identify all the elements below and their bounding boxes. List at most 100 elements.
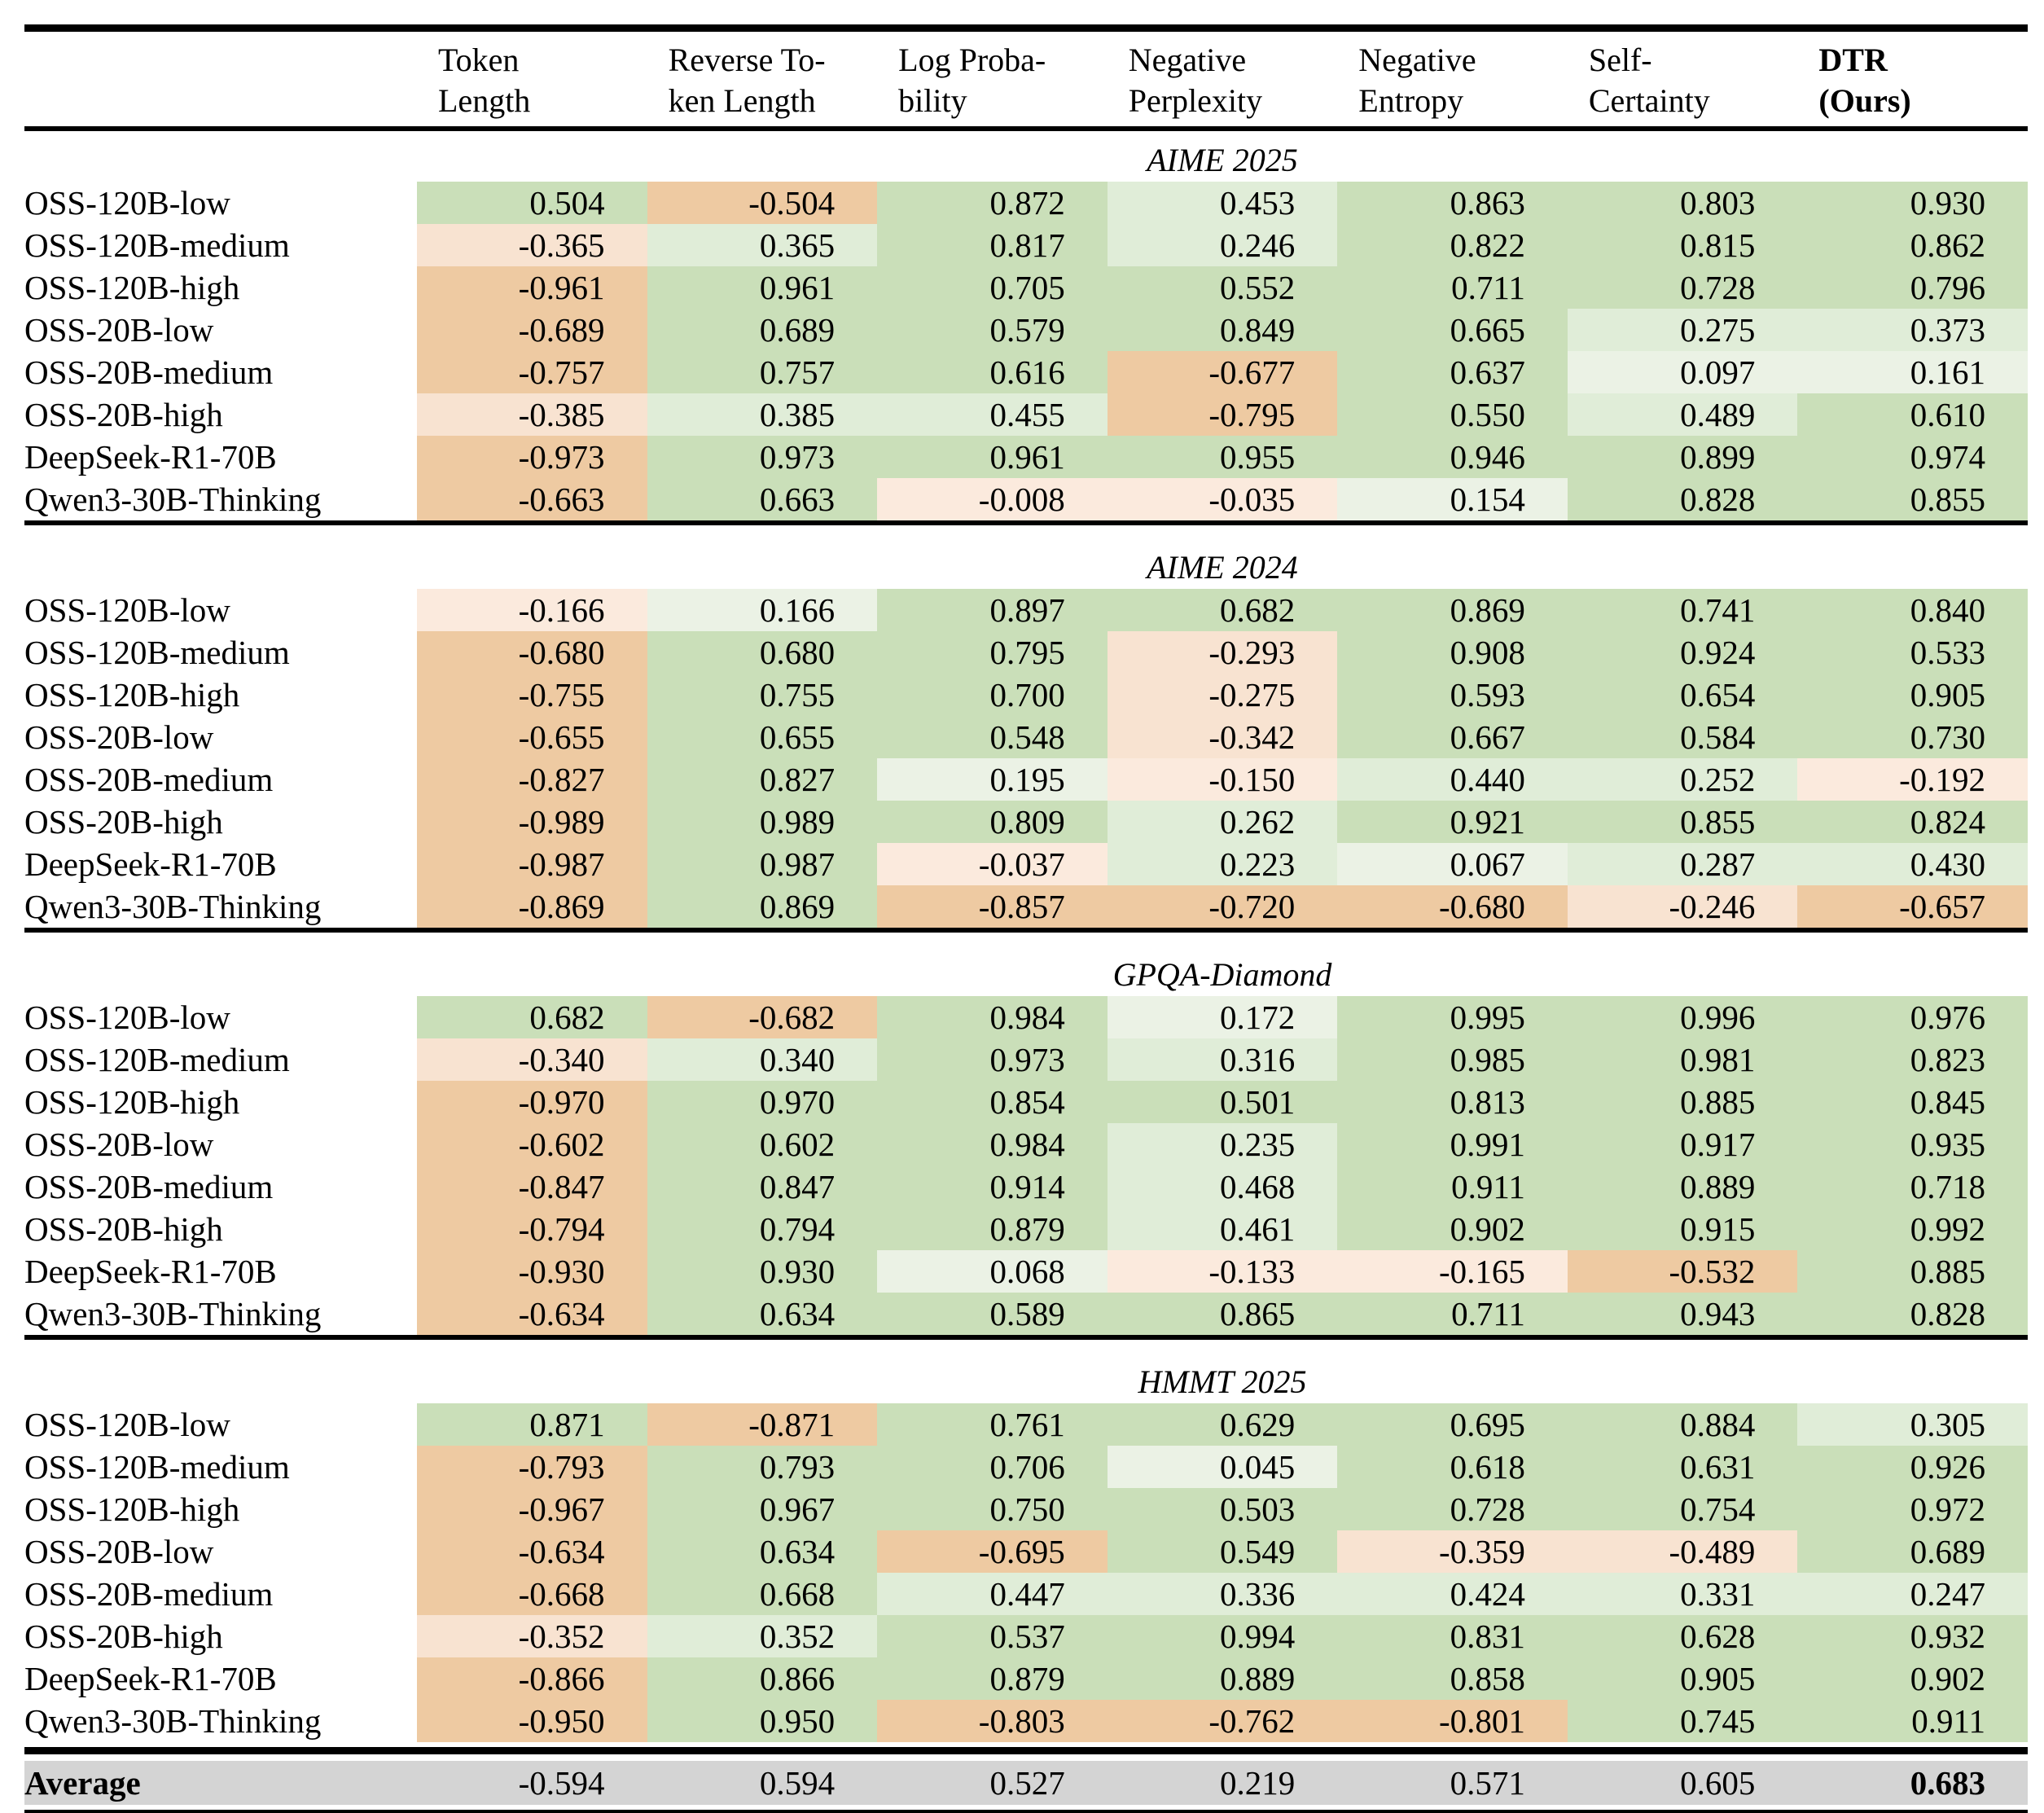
- value-cell: -0.871: [647, 1403, 878, 1446]
- value-cell: 0.930: [1797, 182, 2028, 224]
- table-row: Qwen3-30B-Thinking -0.663 0.663 -0.008 -0.03…: [24, 478, 2028, 520]
- value-cell: 0.869: [647, 885, 878, 928]
- row-label: OSS-120B-low: [24, 996, 417, 1038]
- column-header-line2: Perplexity: [1128, 82, 1263, 119]
- value-cell: -0.762: [1107, 1700, 1338, 1742]
- value-cell: -0.682: [647, 996, 878, 1038]
- section-divider-rule: [24, 928, 2028, 933]
- value-cell: 0.385: [647, 393, 878, 436]
- value-cell: -0.987: [417, 843, 647, 885]
- table-row: OSS-120B-medium -0.365 0.365 0.817 0.246 0.82…: [24, 224, 2028, 266]
- value-cell: -0.166: [417, 589, 647, 631]
- value-cell: 0.972: [1797, 1488, 2028, 1530]
- table-row: DeepSeek-R1-70B -0.930 0.930 0.068 -0.133 -0.…: [24, 1250, 2028, 1293]
- column-header-line2: Length: [438, 82, 531, 119]
- value-cell: 0.946: [1337, 436, 1568, 478]
- average-row-label: Average: [24, 1764, 141, 1802]
- value-cell: 0.503: [1107, 1488, 1338, 1530]
- value-cell: -0.663: [417, 478, 647, 520]
- value-cell: 0.943: [1567, 1293, 1798, 1335]
- value-cell: 0.745: [1567, 1700, 1798, 1742]
- value-cell: 0.926: [1797, 1446, 2028, 1488]
- value-cell: -0.680: [1337, 885, 1568, 928]
- row-label: OSS-20B-low: [24, 1530, 417, 1573]
- row-label: Qwen3-30B-Thinking: [24, 1293, 417, 1335]
- value-cell: 0.331: [1567, 1573, 1798, 1615]
- value-cell: 0.973: [877, 1038, 1108, 1081]
- value-cell: 0.992: [1797, 1208, 2028, 1250]
- value-cell: -0.755: [417, 674, 647, 716]
- row-label: OSS-120B-high: [24, 1081, 417, 1123]
- value-cell: 0.430: [1797, 843, 2028, 885]
- table-row: OSS-120B-low 0.504 -0.504 0.872 0.453 0.863 0.…: [24, 182, 2028, 224]
- section-aime-2024: AIME 2024 OSS-120B-low -0.166 0.166 0.897 0.6…: [0, 547, 2044, 928]
- value-cell: 0.961: [647, 266, 878, 309]
- value-cell: 0.533: [1797, 631, 2028, 674]
- value-cell: 0.917: [1567, 1123, 1798, 1166]
- value-cell: -0.246: [1567, 885, 1798, 928]
- value-cell: 0.728: [1337, 1488, 1568, 1530]
- column-header-3: Log Proba-bility: [877, 35, 1108, 125]
- above-average-rule: [24, 1747, 2028, 1754]
- value-cell: 0.097: [1567, 351, 1798, 393]
- value-cell: 0.849: [1107, 309, 1338, 351]
- value-cell: -0.757: [417, 351, 647, 393]
- value-cell: 0.822: [1337, 224, 1568, 266]
- value-cell: 0.905: [1797, 674, 2028, 716]
- value-cell: -0.950: [417, 1700, 647, 1742]
- table-row: OSS-20B-high -0.989 0.989 0.809 0.262 0.921 0.…: [24, 801, 2028, 843]
- value-cell: 0.970: [647, 1081, 878, 1123]
- value-cell: 0.537: [877, 1615, 1108, 1657]
- value-cell: 0.711: [1337, 266, 1568, 309]
- value-cell: 0.352: [647, 1615, 878, 1657]
- value-cell: 0.823: [1797, 1038, 2028, 1081]
- section-gpqa-diamond: GPQA-Diamond OSS-120B-low 0.682 -0.682 0.984…: [0, 954, 2044, 1335]
- section-aime-2025: AIME 2025 OSS-120B-low 0.504 -0.504 0.872 0.4…: [0, 139, 2044, 520]
- value-cell: 0.195: [877, 758, 1108, 801]
- row-label: Qwen3-30B-Thinking: [24, 478, 417, 520]
- value-cell: 0.840: [1797, 589, 2028, 631]
- value-cell: 0.718: [1797, 1166, 2028, 1208]
- value-cell: 0.316: [1107, 1038, 1338, 1081]
- value-cell: 0.552: [1107, 266, 1338, 309]
- table-row: OSS-20B-high -0.385 0.385 0.455 -0.795 0.550 0…: [24, 393, 2028, 436]
- column-header-6: Self- Certainty: [1568, 35, 1798, 125]
- row-label: OSS-120B-high: [24, 674, 417, 716]
- value-cell: 0.865: [1107, 1293, 1338, 1335]
- table-sections: AIME 2025 OSS-120B-low 0.504 -0.504 0.872 0.4…: [0, 139, 2044, 1742]
- value-cell: 0.440: [1337, 758, 1568, 801]
- value-cell: -0.866: [417, 1657, 647, 1700]
- value-cell: 0.862: [1797, 224, 2028, 266]
- value-cell: -0.668: [417, 1573, 647, 1615]
- value-cell: 0.976: [1797, 996, 2028, 1038]
- value-cell: 0.305: [1797, 1403, 2028, 1446]
- value-cell: -0.961: [417, 266, 647, 309]
- value-cell: -0.150: [1107, 758, 1338, 801]
- value-cell: 0.950: [647, 1700, 878, 1742]
- value-cell: 0.795: [877, 631, 1108, 674]
- row-label: OSS-20B-medium: [24, 1166, 417, 1208]
- table-row: DeepSeek-R1-70B -0.987 0.987 -0.037 0.223 0.0…: [24, 843, 2028, 885]
- value-cell: 0.589: [877, 1293, 1108, 1335]
- value-cell: 0.550: [1337, 393, 1568, 436]
- value-cell: 0.689: [647, 309, 878, 351]
- value-cell: -0.795: [1107, 393, 1338, 436]
- average-value-cell: 0.605: [1680, 1764, 1756, 1802]
- value-cell: 0.794: [647, 1208, 878, 1250]
- value-cell: 0.154: [1337, 478, 1568, 520]
- table-header-row: Token Length Reverse To-ken Length Log Prob…: [24, 32, 2028, 126]
- table-row: OSS-120B-high -0.961 0.961 0.705 0.552 0.711 0…: [24, 266, 2028, 309]
- table-row: OSS-20B-medium -0.757 0.757 0.616 -0.677 0.63…: [24, 351, 2028, 393]
- section-divider-rule: [24, 1335, 2028, 1340]
- row-label: OSS-120B-medium: [24, 631, 417, 674]
- value-cell: 0.935: [1797, 1123, 2028, 1166]
- value-cell: -0.857: [877, 885, 1108, 928]
- value-cell: -0.827: [417, 758, 647, 801]
- table-row: OSS-120B-low -0.166 0.166 0.897 0.682 0.869 0.…: [24, 589, 2028, 631]
- value-cell: 0.549: [1107, 1530, 1338, 1573]
- value-cell: 0.631: [1567, 1446, 1798, 1488]
- value-cell: 0.824: [1797, 801, 2028, 843]
- value-cell: 0.995: [1337, 996, 1568, 1038]
- value-cell: 0.682: [417, 996, 647, 1038]
